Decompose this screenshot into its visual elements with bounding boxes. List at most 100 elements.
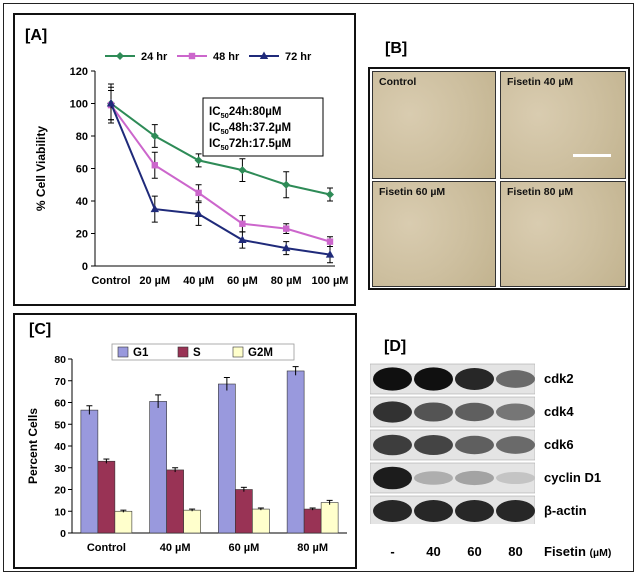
legend-label: S — [193, 347, 201, 359]
x-tick-label: Control — [87, 542, 126, 554]
bar — [218, 383, 236, 534]
bar — [286, 370, 305, 534]
x-tick-label: 80 µM — [271, 275, 302, 287]
legend-marker — [188, 52, 196, 60]
y-tick-label: 40 — [54, 441, 66, 453]
data-point — [238, 166, 247, 175]
y-tick-label: 80 — [54, 354, 66, 366]
data-point — [282, 180, 291, 189]
bar — [183, 509, 201, 534]
micrograph-label: Control — [379, 76, 417, 88]
y-tick-label: 80 — [76, 131, 88, 143]
micrograph-label: Fisetin 60 µM — [379, 186, 446, 198]
ic50-label: IC5072h:17.5µM — [209, 138, 291, 152]
scale-bar — [573, 154, 611, 157]
blot-band — [496, 500, 535, 522]
y-tick-label: 10 — [54, 506, 66, 518]
blot-band — [414, 434, 453, 456]
x-tick-label: 60 µM — [227, 275, 258, 287]
data-point — [282, 243, 291, 252]
protein-label: β-actin — [544, 503, 587, 518]
panel-b-label: [B] — [385, 40, 408, 57]
blot-band — [496, 403, 535, 421]
blot-band — [373, 434, 412, 456]
viability-line-chart: 0 20 40 60 80 100 120 Control 20 µM 40 µM 60 µM 80 … — [34, 51, 349, 287]
data-point — [150, 132, 159, 140]
x-tick-label: 80 µM — [297, 542, 328, 554]
data-point — [325, 250, 335, 258]
micrograph-fisetin-40: Fisetin 40 µM — [500, 71, 626, 179]
lane-label: 80 — [508, 544, 523, 559]
ic50-box — [202, 97, 324, 157]
bar — [80, 409, 99, 534]
panel-d-label: [D] — [384, 338, 407, 355]
x-tick-label: 60 µM — [228, 542, 259, 554]
series-line — [110, 102, 331, 196]
protein-label: cdk4 — [544, 404, 574, 419]
micrograph-fisetin-80: Fisetin 80 µM — [500, 181, 626, 287]
bar — [320, 502, 339, 534]
blot-band — [414, 500, 453, 522]
treatment-name: Fisetin — [544, 544, 586, 559]
panel-c: [C] 0 10 20 30 40 50 60 70 80 Percent Cells Contro… — [13, 313, 357, 569]
micrograph-label: Fisetin 40 µM — [507, 76, 574, 88]
y-axis-label: Percent Cells — [26, 408, 40, 484]
micrograph-grid: Control Fisetin 40 µM Fisetin 60 µM Fise… — [368, 67, 630, 290]
data-point — [106, 99, 116, 107]
ic50-label: IC5048h:37.2µM — [209, 122, 291, 136]
blot-band — [455, 368, 494, 390]
panel-c-label: [C] — [29, 321, 52, 338]
legend-swatch — [117, 346, 129, 358]
blot-band — [496, 370, 535, 388]
legend-swatch — [177, 346, 189, 358]
data-point — [238, 235, 247, 243]
legend-label: 24 hr — [141, 51, 168, 63]
lane-label: - — [390, 544, 395, 559]
legend-label: G1 — [133, 347, 149, 359]
y-tick-label: 60 — [76, 164, 88, 176]
y-tick-label: 120 — [70, 66, 88, 78]
bar — [114, 510, 133, 534]
ic50-label: IC5024h:80µM — [209, 106, 282, 120]
bar — [252, 508, 270, 534]
blot-band — [373, 466, 412, 490]
y-tick-label: 20 — [76, 229, 88, 241]
x-tick-label: 100 µM — [312, 275, 349, 287]
blot-band — [455, 470, 494, 486]
treatment-label: Fisetin (µM) — [544, 544, 611, 559]
x-tick-label: 40 µM — [160, 542, 191, 554]
protein-label: cdk6 — [544, 437, 574, 452]
x-tick-label: 20 µM — [139, 275, 170, 287]
lane-label: 40 — [426, 544, 441, 559]
protein-label: cdk2 — [544, 371, 574, 386]
x-tick-label: Control — [91, 275, 130, 287]
blot-band — [496, 436, 535, 454]
micrograph-control: Control — [372, 71, 496, 179]
micrograph-label: Fisetin 80 µM — [507, 186, 574, 198]
legend-label: 72 hr — [285, 51, 312, 63]
blot-band — [455, 500, 494, 522]
data-point — [326, 238, 334, 245]
x-tick-label: 40 µM — [183, 275, 214, 287]
blot-band — [373, 500, 412, 522]
lane-label: 60 — [467, 544, 482, 559]
blot-band — [496, 471, 535, 485]
blot-band — [414, 471, 453, 485]
bar — [97, 460, 116, 534]
y-tick-label: 0 — [82, 261, 88, 273]
data-point — [194, 209, 203, 217]
micrograph-fisetin-60: Fisetin 60 µM — [372, 181, 496, 287]
y-tick-label: 20 — [54, 485, 66, 497]
western-blot — [370, 363, 535, 524]
legend-label: G2M — [248, 347, 273, 359]
bar — [166, 469, 184, 534]
treatment-unit: (µM) — [589, 547, 612, 559]
legend-label: 48 hr — [213, 51, 240, 63]
blot-band — [373, 401, 412, 423]
y-tick-label: 70 — [54, 376, 66, 388]
figure-frame — [3, 3, 634, 572]
blot-band — [414, 402, 453, 422]
blot-band — [414, 367, 453, 391]
data-point — [195, 189, 202, 197]
y-tick-label: 30 — [54, 463, 66, 475]
